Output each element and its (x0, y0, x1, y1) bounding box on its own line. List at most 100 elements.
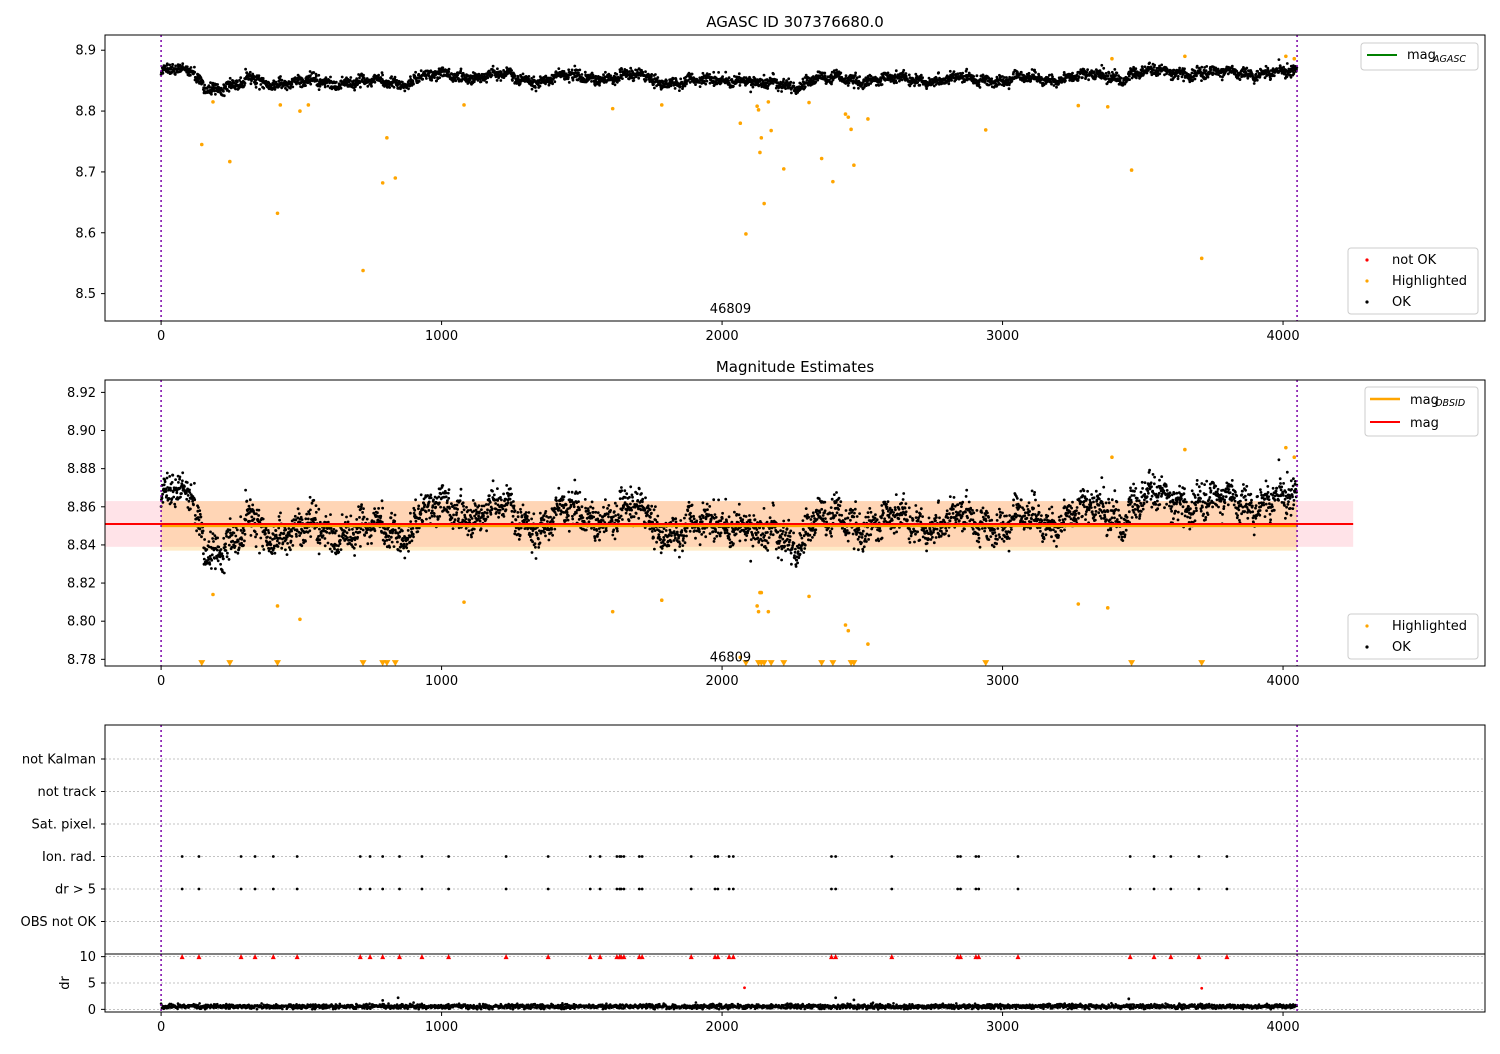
ok-point (1160, 64, 1163, 67)
ok-point (902, 69, 905, 72)
ok-point (239, 76, 242, 79)
ok-point (772, 82, 775, 85)
ok-point (203, 84, 206, 87)
ok-point (433, 515, 436, 518)
ok-point (281, 79, 284, 82)
ok-point (532, 75, 535, 78)
ok-point (514, 74, 517, 77)
ok-point (739, 84, 742, 87)
ok-point (466, 534, 469, 537)
ok-point (531, 551, 534, 554)
ok-point (792, 82, 795, 85)
ok-point (164, 480, 167, 483)
ok-point (214, 93, 217, 96)
ok-point (340, 548, 343, 551)
panel1-highlighted-points (200, 54, 1296, 272)
ok-point (361, 511, 364, 514)
highlighted-point (276, 211, 280, 215)
ok-point (724, 71, 727, 74)
ok-point (312, 499, 315, 502)
ok-point (848, 82, 851, 85)
ok-point (409, 512, 412, 515)
ok-point (341, 76, 344, 79)
ok-point (1055, 86, 1058, 89)
ok-point (459, 494, 462, 497)
ok-point (216, 83, 219, 86)
ok-point (273, 537, 276, 540)
ok-point (1020, 71, 1023, 74)
ok-point (314, 518, 317, 521)
ok-point (360, 503, 363, 506)
ok-point (171, 481, 174, 484)
ok-point (221, 552, 224, 555)
ok-point (496, 67, 499, 70)
ok-point (261, 545, 264, 548)
ok-point (199, 528, 202, 531)
ok-point (401, 530, 404, 533)
ok-point (1207, 76, 1210, 79)
ok-point (581, 73, 584, 76)
ok-point (656, 76, 659, 79)
ok-point (181, 62, 184, 65)
ok-point (521, 514, 524, 517)
ok-point (210, 567, 213, 570)
ok-point (478, 504, 481, 507)
ok-point (286, 542, 289, 545)
ok-point (1200, 66, 1203, 69)
ok-point (255, 82, 258, 85)
ok-point (512, 500, 515, 503)
ok-point (229, 529, 232, 532)
ok-point (505, 484, 508, 487)
ok-point (1290, 76, 1293, 79)
ok-point (211, 553, 214, 556)
ok-point (248, 520, 251, 523)
ok-point (1177, 75, 1180, 78)
highlighted-point (298, 109, 302, 113)
ok-point (429, 494, 432, 497)
ok-point (433, 76, 436, 79)
ok-point (519, 534, 522, 537)
ok-point (168, 64, 171, 67)
ok-point (654, 73, 657, 76)
ok-point (264, 532, 267, 535)
ok-point (485, 529, 488, 532)
ok-point (250, 82, 253, 85)
ok-point (175, 491, 178, 494)
ok-point (478, 511, 481, 514)
ok-point (678, 89, 681, 92)
ok-point (199, 513, 202, 516)
ok-point (920, 74, 923, 77)
highlighted-point (762, 202, 766, 206)
ok-point (290, 540, 293, 543)
ok-point (381, 499, 384, 502)
ok-point (434, 506, 437, 509)
ok-point (396, 541, 399, 544)
ok-point (278, 515, 281, 518)
ok-point (460, 488, 463, 491)
ok-point (354, 543, 357, 546)
ok-point (179, 476, 182, 479)
ok-point (373, 507, 376, 510)
ok-point (437, 496, 440, 499)
ok-point (356, 536, 359, 539)
ok-point (414, 71, 417, 74)
ok-point (208, 563, 211, 566)
ok-point (615, 73, 618, 76)
ok-point (324, 86, 327, 89)
ok-point (490, 513, 493, 516)
ok-point (418, 80, 421, 83)
ok-point (412, 535, 415, 538)
ok-point (370, 85, 373, 88)
ok-point (1105, 77, 1108, 80)
ok-point (407, 87, 410, 90)
ok-point (327, 542, 330, 545)
ok-point (452, 527, 455, 530)
ok-point (317, 74, 320, 77)
legend-highlighted-label: Highlighted (1392, 274, 1467, 289)
ok-point (214, 567, 217, 570)
ok-point (425, 510, 428, 513)
ok-point (242, 544, 245, 547)
ok-point (186, 481, 189, 484)
ok-point (297, 507, 300, 510)
